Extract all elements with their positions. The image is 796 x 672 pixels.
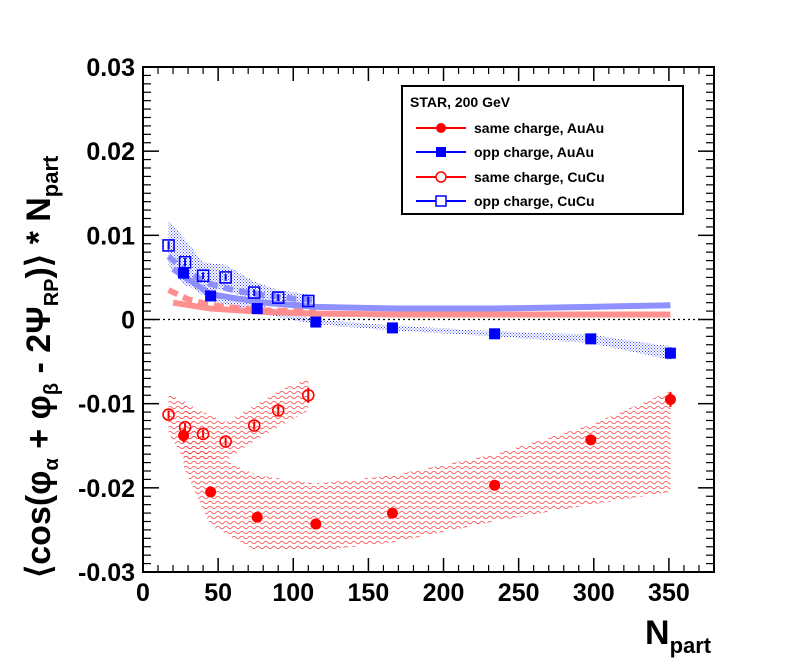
- data-point: [301, 388, 315, 402]
- data-point: [271, 404, 285, 417]
- y-tick-label: -0.01: [78, 391, 135, 419]
- data-point: [178, 420, 192, 434]
- data-point: [219, 271, 232, 284]
- data-point: [301, 294, 315, 308]
- y-tick-label: 0.03: [86, 54, 135, 82]
- y-tick-label: 0: [121, 307, 135, 335]
- legend-marker-opp-cucu: [435, 195, 447, 207]
- model-curve: [171, 266, 671, 312]
- systematic-bands: [168, 220, 671, 551]
- data-point: [585, 333, 597, 345]
- data-point: [664, 347, 676, 359]
- band-opp-charge-auau: [183, 264, 671, 360]
- band-same-charge-cucu: [168, 378, 309, 461]
- legend-label-same-cucu: same charge, CuCu: [474, 169, 605, 185]
- data-point: [247, 419, 261, 432]
- x-tick-label: 250: [498, 579, 540, 607]
- data-point: [489, 328, 501, 340]
- x-tick-label: 50: [204, 579, 232, 607]
- x-tick-label: 350: [648, 579, 690, 607]
- x-tick-label: 100: [272, 579, 314, 607]
- data-point: [162, 239, 175, 252]
- data-point: [205, 486, 217, 498]
- data-point: [664, 393, 676, 405]
- legend-marker-same-auau: [436, 123, 446, 133]
- data-point: [310, 316, 322, 328]
- y-axis-title: ⟨cos(φα + φβ - 2ΨRP)⟩ * Npart: [20, 155, 63, 578]
- data-point: [251, 511, 263, 523]
- y-tick-label: 0.02: [86, 138, 135, 166]
- data-point: [310, 518, 322, 530]
- x-tick-label: 0: [136, 579, 150, 607]
- data-point: [196, 427, 210, 441]
- x-tick-label: 300: [573, 579, 615, 607]
- legend-box: [401, 85, 684, 215]
- data-points: [162, 239, 676, 530]
- data-point: [271, 291, 285, 304]
- data-point: [178, 255, 192, 269]
- y-tick-label: -0.02: [78, 475, 135, 503]
- legend-marker-opp-auau: [436, 147, 446, 157]
- data-point: [162, 408, 175, 421]
- data-point: [196, 269, 210, 283]
- axis-ticks: 0 50 100 150 200 250 300 350 -0.03 -0.02 -0.01 0 0.0…: [78, 54, 715, 607]
- legend: STAR, 200 GeV same charge, AuAu opp char…: [401, 85, 684, 215]
- legend-label-same-auau: same charge, AuAu: [474, 120, 604, 136]
- x-tick-label: 200: [423, 579, 465, 607]
- legend-marker-same-cucu: [435, 171, 447, 183]
- legend-label-opp-cucu: opp charge, CuCu: [474, 193, 595, 209]
- data-point: [205, 290, 217, 302]
- y-tick-label: -0.03: [78, 559, 135, 587]
- data-point: [178, 267, 190, 279]
- y-tick-label: 0.01: [86, 222, 135, 250]
- band-same-charge-auau: [183, 391, 671, 551]
- data-point: [247, 286, 261, 299]
- data-point: [386, 322, 398, 334]
- legend-label-opp-auau: opp charge, AuAu: [474, 144, 594, 160]
- band-opp-charge-cucu: [168, 220, 309, 307]
- x-axis-title: Npart: [645, 614, 712, 658]
- legend-title: STAR, 200 GeV: [410, 94, 511, 110]
- data-point: [251, 303, 263, 315]
- data-point: [219, 435, 232, 448]
- data-point: [489, 479, 501, 491]
- data-point: [585, 434, 597, 446]
- model-curve: [172, 299, 671, 318]
- x-tick-label: 150: [348, 579, 390, 607]
- data-point: [386, 507, 398, 519]
